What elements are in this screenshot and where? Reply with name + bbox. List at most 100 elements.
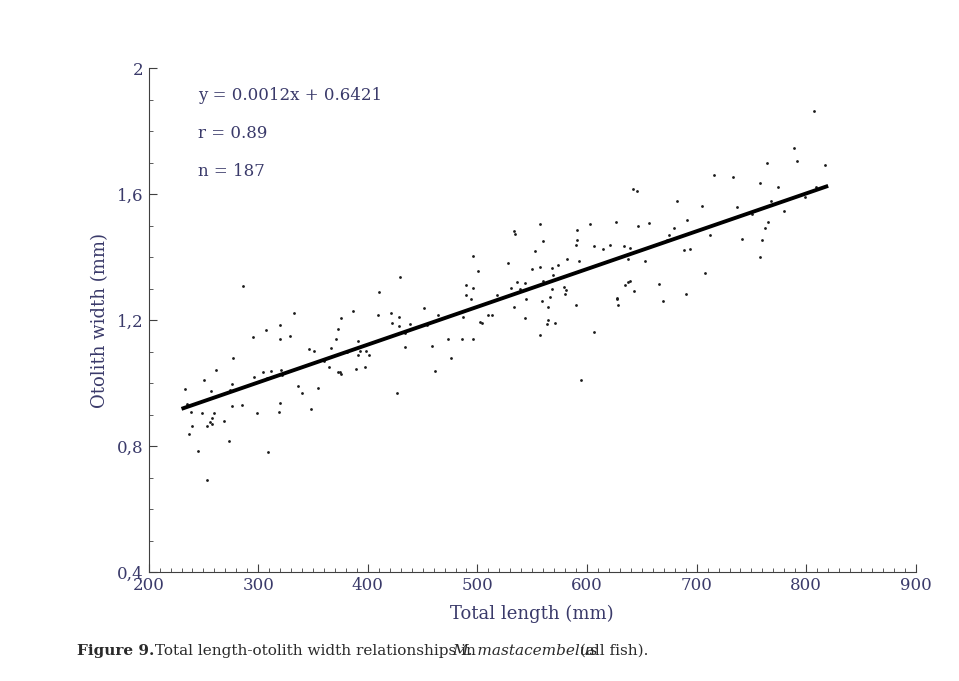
Point (385, 318, 400, 329)
Point (416, 302, 432, 313)
Point (545, 270, 560, 281)
Point (625, 184, 641, 195)
Point (527, 246, 543, 257)
Point (790, 155, 806, 166)
Point (179, 398, 195, 409)
Point (550, 259, 566, 270)
Point (272, 398, 288, 409)
Point (642, 218, 657, 229)
Point (480, 309, 496, 320)
Point (818, 159, 833, 170)
Point (475, 318, 490, 329)
Point (539, 319, 554, 330)
Point (184, 421, 199, 432)
Point (389, 387, 405, 398)
Point (392, 271, 408, 282)
Point (758, 223, 773, 234)
Point (609, 294, 624, 304)
Point (397, 328, 412, 338)
Point (519, 293, 534, 304)
Point (181, 428, 197, 439)
Point (391, 321, 407, 332)
Point (465, 283, 480, 294)
Point (559, 254, 574, 265)
Point (234, 400, 249, 411)
Point (246, 371, 262, 382)
Point (458, 279, 474, 290)
Point (622, 275, 638, 286)
Point (583, 219, 598, 229)
Point (455, 333, 470, 344)
Point (358, 361, 373, 372)
Point (197, 375, 212, 385)
Point (260, 447, 275, 458)
Point (484, 310, 500, 321)
Point (345, 306, 361, 317)
Point (669, 196, 685, 207)
Point (535, 275, 550, 286)
Point (808, 182, 824, 193)
Point (321, 361, 337, 372)
Point (370, 310, 386, 321)
Point (542, 291, 557, 302)
Point (177, 383, 193, 394)
Text: r = 0.89: r = 0.89 (198, 125, 268, 142)
Point (272, 334, 288, 345)
Point (255, 367, 270, 378)
Point (274, 369, 290, 380)
Point (725, 172, 740, 183)
Point (383, 308, 398, 319)
Point (559, 284, 574, 295)
Point (517, 278, 532, 289)
Point (760, 158, 775, 169)
Point (350, 350, 365, 361)
Point (235, 281, 250, 291)
Point (517, 313, 532, 323)
Point (557, 289, 573, 300)
Point (199, 475, 215, 486)
Point (259, 373, 274, 383)
Point (501, 257, 516, 268)
Point (334, 313, 349, 323)
Point (570, 225, 585, 236)
Point (458, 290, 474, 301)
Point (698, 267, 713, 278)
Point (503, 282, 519, 293)
Point (752, 252, 767, 263)
Point (465, 251, 480, 262)
Point (571, 255, 586, 266)
Point (667, 223, 682, 234)
Point (443, 353, 458, 364)
Point (602, 239, 618, 250)
Point (339, 347, 355, 358)
Point (209, 364, 224, 375)
Point (225, 353, 241, 364)
Point (638, 255, 653, 266)
Point (569, 239, 584, 250)
Text: y = 0.0012x + 0.6421: y = 0.0012x + 0.6421 (198, 87, 382, 104)
Point (190, 445, 205, 456)
Point (273, 364, 289, 375)
Point (397, 342, 412, 353)
Point (536, 236, 551, 247)
Point (199, 420, 215, 431)
Point (629, 186, 644, 197)
Text: n = 187: n = 187 (198, 163, 265, 180)
Point (248, 407, 264, 418)
Point (776, 206, 791, 217)
Point (661, 229, 676, 240)
Point (222, 435, 237, 446)
Point (544, 284, 559, 295)
Point (616, 240, 631, 251)
Point (353, 345, 368, 356)
Point (752, 178, 767, 189)
Point (202, 416, 218, 427)
Point (287, 308, 302, 319)
Point (568, 300, 583, 311)
Point (402, 318, 417, 329)
Point (441, 333, 456, 344)
Point (391, 312, 407, 323)
Point (330, 367, 345, 378)
Point (223, 401, 239, 412)
Point (509, 276, 525, 287)
